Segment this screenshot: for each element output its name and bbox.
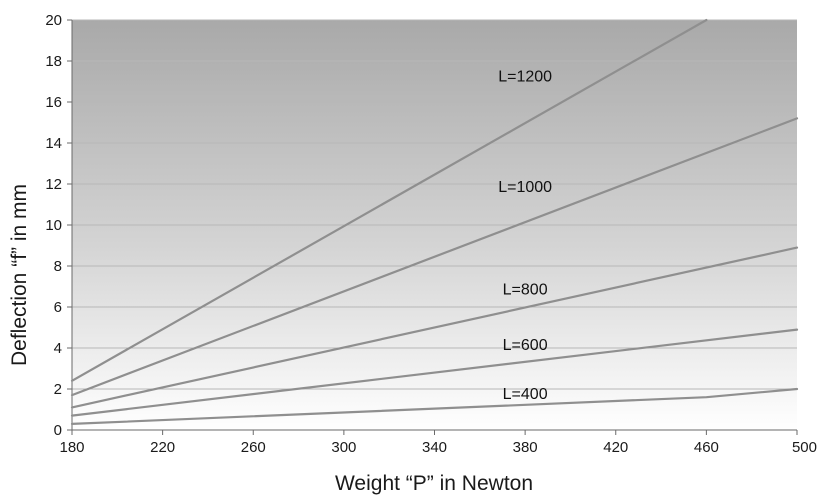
y-tick-label-8: 8 bbox=[54, 258, 62, 275]
series-labels: L=1200 L=1000 L=800 L=600 L=400 bbox=[498, 68, 552, 403]
x-tick-label-500: 500 bbox=[792, 439, 817, 456]
x-tick-label-300: 300 bbox=[331, 439, 356, 456]
y-tick-labels: 0 2 4 6 8 10 12 14 16 18 20 bbox=[45, 12, 62, 439]
series-line-l-800 bbox=[70, 246, 799, 409]
series-label-l-800: L=800 bbox=[503, 282, 548, 299]
x-tick-labels: 180 220 260 300 340 380 420 460 500 bbox=[59, 439, 817, 456]
y-tick-label-14: 14 bbox=[45, 135, 62, 152]
y-tick-label-2: 2 bbox=[54, 381, 62, 398]
series-label-l-400: L=400 bbox=[503, 386, 548, 403]
x-axis-title: Weight “P” in Newton bbox=[335, 472, 533, 495]
y-tick-label-6: 6 bbox=[54, 299, 62, 316]
y-tick-label-10: 10 bbox=[45, 217, 62, 234]
series-line-l-600 bbox=[70, 328, 799, 417]
x-tick-label-220: 220 bbox=[150, 439, 175, 456]
x-tick-label-380: 380 bbox=[513, 439, 538, 456]
x-tick-label-260: 260 bbox=[241, 439, 266, 456]
x-tick-marks bbox=[71, 430, 798, 435]
y-tick-label-16: 16 bbox=[45, 94, 62, 111]
series-line-l-1000 bbox=[70, 117, 799, 397]
x-tick-label-340: 340 bbox=[422, 439, 447, 456]
y-tick-marks bbox=[67, 19, 72, 431]
series-line-l-400 bbox=[70, 387, 799, 425]
grid-lines bbox=[72, 19, 797, 390]
series-label-l-1200: L=1200 bbox=[498, 68, 552, 85]
series-label-l-1000: L=1000 bbox=[498, 179, 552, 196]
x-tick-label-460: 460 bbox=[694, 439, 719, 456]
y-tick-label-0: 0 bbox=[54, 422, 62, 439]
y-axis-title: Deflection “f” in mm bbox=[8, 184, 31, 366]
y-tick-label-18: 18 bbox=[45, 53, 62, 70]
series-line-l-1200 bbox=[70, 18, 708, 382]
series-lines bbox=[70, 18, 799, 425]
x-tick-label-180: 180 bbox=[59, 439, 84, 456]
series-label-l-600: L=600 bbox=[503, 337, 548, 354]
x-tick-label-420: 420 bbox=[603, 439, 628, 456]
y-tick-label-20: 20 bbox=[45, 12, 62, 29]
y-tick-label-12: 12 bbox=[45, 176, 62, 193]
y-tick-label-4: 4 bbox=[54, 340, 62, 357]
